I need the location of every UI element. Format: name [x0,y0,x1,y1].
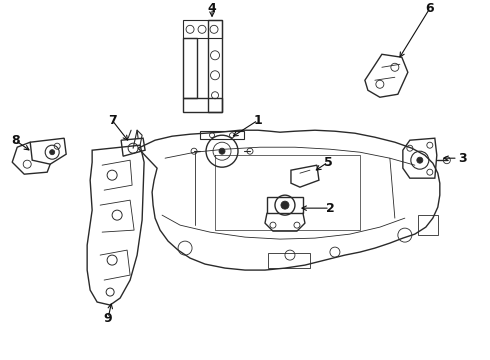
Circle shape [281,201,289,209]
Text: 4: 4 [208,2,217,15]
Text: 7: 7 [108,114,117,127]
Text: 1: 1 [254,114,262,127]
Text: 2: 2 [325,202,334,215]
Circle shape [49,150,55,155]
Circle shape [219,148,225,154]
Text: 6: 6 [425,2,434,15]
Text: 9: 9 [104,311,112,324]
Text: 5: 5 [323,156,332,169]
Text: 3: 3 [458,152,466,165]
Circle shape [417,157,423,163]
Text: 8: 8 [11,134,20,147]
